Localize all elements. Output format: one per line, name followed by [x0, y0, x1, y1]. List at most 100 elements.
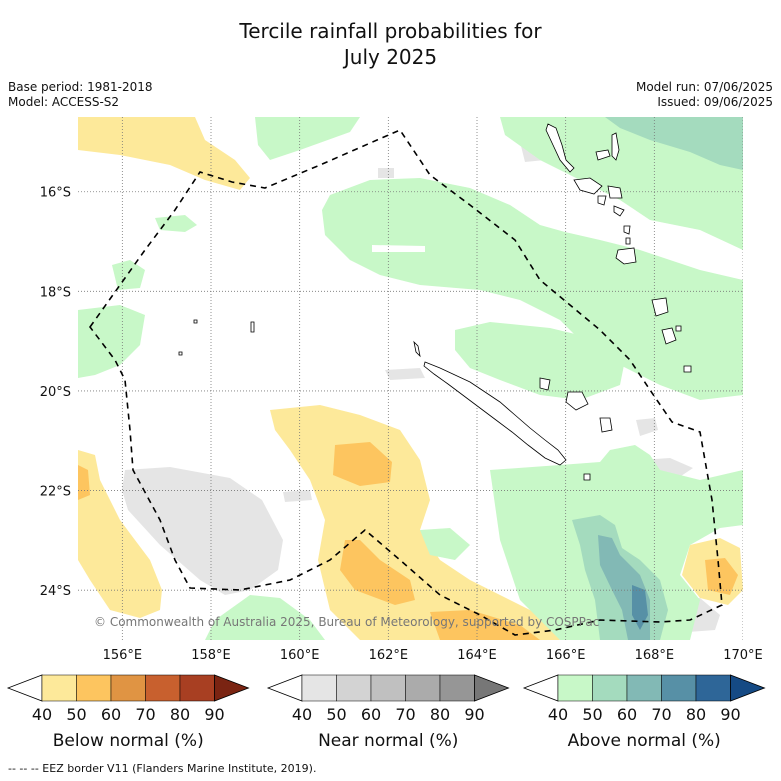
lat-tick-label: 20°S	[40, 385, 71, 400]
colorbar-segment	[661, 674, 697, 702]
above-normal-area-center-east	[455, 322, 625, 400]
colorbar-segment	[557, 674, 593, 702]
graticule	[78, 117, 743, 640]
eez-footnote: -- -- -- EEZ border V11 (Flanders Marine…	[8, 762, 317, 775]
colorbar-tick-label: 80	[169, 705, 191, 724]
colorbar-segment	[145, 674, 181, 702]
model-name: Model: ACCESS-S2	[8, 95, 120, 109]
lon-tick-label: 160°E	[280, 648, 320, 663]
colorbar-tick-label: 90	[204, 705, 225, 724]
lat-tick-label: 22°S	[40, 485, 71, 500]
copyright-text: © Commonwealth of Australia 2025, Bureau…	[94, 615, 599, 629]
below-normal-50-patch-1	[333, 442, 392, 486]
colorbars	[6, 674, 766, 702]
lon-tick-label: 164°E	[457, 648, 497, 663]
colorbar-title-below: Below normal (%)	[52, 731, 204, 751]
colorbar-segment	[179, 674, 215, 702]
model-run: Model run: 07/06/2025	[635, 80, 773, 94]
colorbar-segment	[626, 674, 662, 702]
lat-tick-label: 16°S	[40, 186, 71, 201]
colorbar-tick-label: 40	[291, 705, 313, 724]
above-normal-70-area	[632, 585, 648, 630]
colorbar-tick-label: 50	[326, 705, 347, 724]
above-normal-area-west-1	[78, 305, 145, 378]
colorbar-tick-label: 60	[360, 705, 382, 724]
near-normal-patch-7	[283, 490, 312, 502]
above-normal-area-west-2	[112, 260, 145, 290]
near-normal-patch-2	[385, 368, 425, 380]
above-normal-area-north	[255, 117, 360, 160]
new-caledonia	[413, 340, 613, 481]
colorbar-extend-low	[522, 674, 559, 702]
colorbar-extend-low	[6, 674, 43, 702]
above-normal-area-southwest	[205, 595, 325, 640]
colorbar-tick-label: 80	[429, 705, 451, 724]
colorbar-tick-label: 90	[464, 705, 485, 724]
above-normal-50-area-northeast	[605, 117, 743, 170]
colorbar-tick-label: 70	[395, 705, 416, 724]
colorbar-extend-low	[266, 674, 303, 702]
near-normal-patch-3	[378, 168, 394, 178]
colorbar-segment	[592, 674, 628, 702]
colorbar-near	[266, 674, 510, 702]
axis-tick-labels: 156°E 158°E 160°E 162°E 164°E 166°E 168°E 170°E…	[40, 186, 763, 663]
meta-left: Base period: 1981-2018 Model: ACCESS-S2	[8, 80, 153, 110]
colorbar-above	[522, 674, 766, 702]
below-normal-50-patch-5	[78, 465, 90, 500]
lon-tick-label: 166°E	[546, 648, 586, 663]
colorbar-extend-high	[730, 674, 766, 702]
colorbar-tick-label: 70	[651, 705, 672, 724]
lat-tick-label: 24°S	[40, 584, 71, 599]
colorbar-extend-high	[214, 674, 250, 702]
below-normal-area-west	[78, 450, 162, 618]
near-normal-area-southwest	[122, 467, 283, 595]
colorbar-below	[6, 674, 250, 702]
colorbar-title-above: Above normal (%)	[567, 731, 721, 751]
below-normal-area-north	[78, 117, 250, 190]
colorbar-segment	[41, 674, 77, 702]
above-normal-area-west-3	[155, 215, 197, 232]
colorbar-extend-high	[474, 674, 510, 702]
colorbar-segment	[110, 674, 146, 702]
below-normal-50-patch-4	[705, 558, 738, 595]
colorbar-tick-label: 50	[582, 705, 603, 724]
white-gap-patch-2	[540, 418, 565, 435]
small-islands	[178, 319, 255, 356]
below-normal-50-patch-3	[430, 610, 540, 640]
lon-tick-label: 158°E	[191, 648, 231, 663]
colorbar-segment	[76, 674, 112, 702]
colorbar-tick-label: 70	[135, 705, 156, 724]
colorbar-tick-label: 80	[685, 705, 707, 724]
colorbar-segment	[405, 674, 441, 702]
colorbar-tick-label: 60	[100, 705, 122, 724]
white-gap-patch-1	[372, 245, 425, 252]
map-title: Tercile rainfall probabilities for July …	[0, 18, 781, 70]
colorbar-segment	[301, 674, 337, 702]
title-line-2: July 2025	[343, 45, 438, 69]
colorbar-tick-label: 40	[547, 705, 569, 724]
colorbar-tick-label: 60	[616, 705, 638, 724]
colorbar-segment	[336, 674, 372, 702]
lon-tick-label: 168°E	[635, 648, 675, 663]
base-period: Base period: 1981-2018	[8, 80, 153, 94]
map-plot-area: © Commonwealth of Australia 2025, Bureau…	[78, 117, 743, 640]
below-normal-50-patch-2	[340, 540, 415, 605]
above-normal-area-center-south	[420, 528, 470, 560]
colorbar-tick-label: 40	[31, 705, 53, 724]
above-normal-area-north-central	[322, 178, 743, 400]
lon-tick-label: 156°E	[103, 648, 143, 663]
lon-tick-label: 170°E	[723, 648, 763, 663]
colorbar-title-near: Near normal (%)	[318, 731, 459, 751]
colorbar-tick-label: 50	[66, 705, 87, 724]
issued-date: Issued: 09/06/2025	[657, 95, 773, 109]
near-normal-patch-8	[636, 418, 658, 436]
title-line-1: Tercile rainfall probabilities for	[239, 19, 542, 43]
meta-right: Model run: 07/06/2025 Issued: 09/06/2025	[636, 80, 773, 110]
lon-tick-label: 162°E	[369, 648, 409, 663]
vanuatu-islands	[545, 123, 692, 373]
colorbar-segment	[370, 674, 406, 702]
colorbar-segment	[439, 674, 475, 702]
colorbar-tick-label: 90	[720, 705, 741, 724]
lat-tick-label: 18°S	[40, 285, 71, 300]
